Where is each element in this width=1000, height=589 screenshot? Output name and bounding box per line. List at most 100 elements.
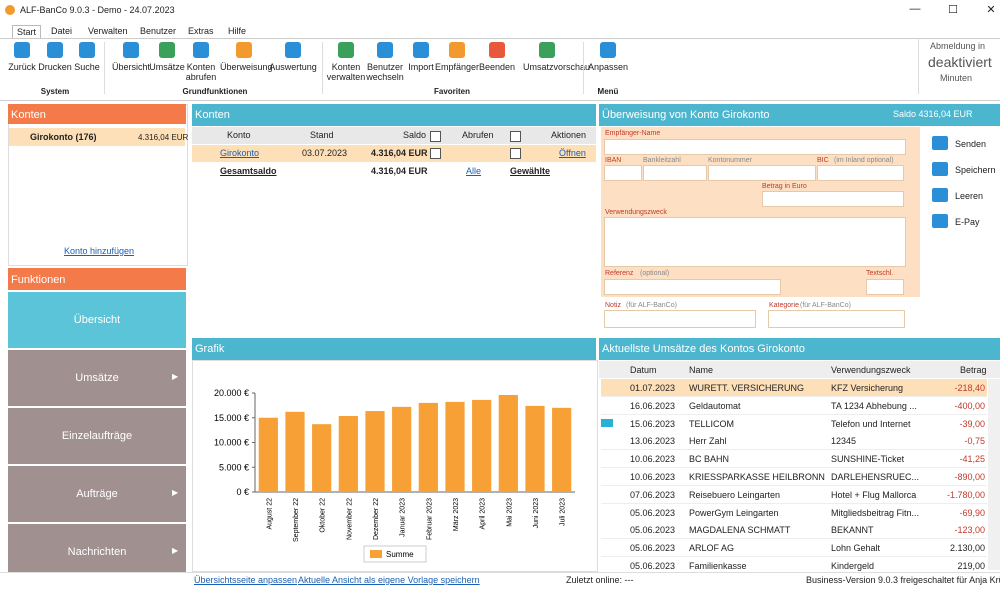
field-label: (im Inland optional)	[834, 157, 894, 164]
x-tick-label: Juni 2023	[533, 498, 540, 528]
cell: -218,40	[954, 383, 985, 393]
logout-status: deaktiviert	[928, 54, 992, 70]
ribbon-icon	[285, 42, 301, 58]
y-tick-label: 0 €	[236, 487, 249, 497]
ribbon-icon	[539, 42, 555, 58]
link[interactable]: Konto hinzufügen	[64, 246, 134, 256]
link[interactable]: Gewählte	[510, 166, 550, 176]
cell: Hotel + Flug Mallorca	[831, 490, 916, 500]
link[interactable]: Alle	[466, 166, 481, 176]
field-label: Empfänger-Name	[605, 130, 660, 137]
action-icon[interactable]	[932, 162, 948, 176]
ribbon-icon	[14, 42, 30, 58]
cell: 16.06.2023	[630, 401, 675, 411]
action-button[interactable]: Speichern	[955, 165, 996, 175]
input-field[interactable]	[604, 217, 906, 267]
cell: Gesamtsaldo	[220, 166, 277, 176]
table-header	[192, 127, 596, 144]
ribbon-tab[interactable]: Extras	[184, 25, 218, 37]
input-field[interactable]	[708, 165, 816, 181]
field-label: (für ALF-BanCo)	[626, 302, 677, 309]
cell: 10.06.2023	[630, 454, 675, 464]
input-field[interactable]	[604, 279, 781, 295]
input-field[interactable]	[762, 191, 904, 207]
field-label: (für ALF-BanCo)	[800, 302, 851, 309]
input-field[interactable]	[768, 310, 905, 328]
logout-label: Abmeldung in	[930, 41, 985, 51]
action-button[interactable]: E-Pay	[955, 217, 980, 227]
ribbon-button[interactable]: Beenden	[473, 62, 521, 72]
cell: 05.06.2023	[630, 508, 675, 518]
ribbon-tab[interactable]: Datei	[47, 25, 76, 37]
checkbox[interactable]	[510, 131, 521, 142]
function-button-label[interactable]: Einzelaufträge	[8, 430, 186, 442]
cell: Kindergeld	[831, 561, 874, 571]
input-field[interactable]	[604, 310, 756, 328]
account-name[interactable]: Girokonto (176)	[30, 132, 97, 142]
cell: 4.316,04 EUR	[371, 148, 428, 158]
cell: 03.07.2023	[302, 148, 347, 158]
window-control[interactable]: ✕	[981, 3, 1000, 17]
bar	[285, 412, 304, 492]
checkbox[interactable]	[510, 148, 521, 159]
column-header: Verwendungszweck	[831, 365, 911, 375]
x-tick-label: Mai 2023	[506, 498, 513, 527]
bar	[445, 402, 464, 492]
action-button[interactable]: Senden	[955, 139, 986, 149]
function-button-label[interactable]: Übersicht	[8, 314, 186, 326]
ribbon-button[interactable]: Konten abrufen	[177, 62, 225, 82]
link[interactable]: Öffnen	[559, 148, 586, 158]
input-field[interactable]	[604, 139, 906, 155]
ribbon-button[interactable]: Überweisung	[220, 62, 268, 72]
cell: 05.06.2023	[630, 525, 675, 535]
input-field[interactable]	[817, 165, 904, 181]
action-icon[interactable]	[932, 136, 948, 150]
arrow: ▶	[172, 546, 180, 556]
cell: 01.07.2023	[630, 383, 675, 393]
link[interactable]: Aktuelle Ansicht als eigene Vorlage spei…	[298, 575, 480, 585]
chart: 0 €5.000 €10.000 €15.000 €20.000 €August…	[192, 360, 596, 570]
cell: 2.130,00	[950, 543, 985, 553]
ribbon-tab[interactable]: Verwalten	[84, 25, 132, 37]
ribbon-tab[interactable]: Benutzer	[136, 25, 180, 37]
table-header	[599, 361, 1000, 378]
input-field[interactable]	[643, 165, 707, 181]
cell: 05.06.2023	[630, 561, 675, 571]
panel-header	[192, 104, 596, 126]
ribbon-button[interactable]: Anpassen	[584, 62, 632, 72]
x-tick-label: April 2023	[480, 498, 487, 530]
input-field[interactable]	[604, 165, 642, 181]
function-button-label[interactable]: Nachrichten	[8, 546, 186, 558]
field-label: Kategorie	[769, 302, 799, 309]
cell: -1.780,00	[947, 490, 985, 500]
cell: 10.06.2023	[630, 472, 675, 482]
input-field[interactable]	[866, 279, 904, 295]
window-control[interactable]: ☐	[943, 3, 963, 17]
row-marker	[601, 419, 613, 427]
bar	[552, 408, 571, 492]
cell: TELLICOM	[689, 419, 734, 429]
function-button-label[interactable]: Umsätze	[8, 372, 186, 384]
column-header: Betrag	[960, 365, 987, 375]
cell: -39,00	[959, 419, 985, 429]
checkbox[interactable]	[430, 131, 441, 142]
ribbon-button[interactable]: Auswertung	[269, 62, 317, 72]
window-control[interactable]: —	[905, 3, 925, 17]
checkbox[interactable]	[430, 148, 441, 159]
ribbon-tab[interactable]: Hilfe	[224, 25, 250, 37]
x-tick-label: Oktober 22	[320, 498, 327, 533]
link[interactable]: Übersichtsseite anpassen	[194, 575, 297, 585]
column-header: Stand	[310, 130, 334, 140]
action-button[interactable]: Leeren	[955, 191, 983, 201]
ribbon-tab[interactable]: Start	[12, 25, 41, 38]
action-icon[interactable]	[932, 214, 948, 228]
account-link[interactable]: Girokonto	[220, 148, 259, 158]
function-button-label[interactable]: Aufträge	[8, 488, 186, 500]
cell: 13.06.2023	[630, 436, 675, 446]
ribbon-icon	[338, 42, 354, 58]
ribbon-button[interactable]: Umsatzvorschau	[523, 62, 571, 72]
ribbon-icon	[236, 42, 252, 58]
action-icon[interactable]	[932, 188, 948, 202]
cell: Telefon und Internet	[831, 419, 911, 429]
arrow: ▶	[172, 372, 180, 382]
